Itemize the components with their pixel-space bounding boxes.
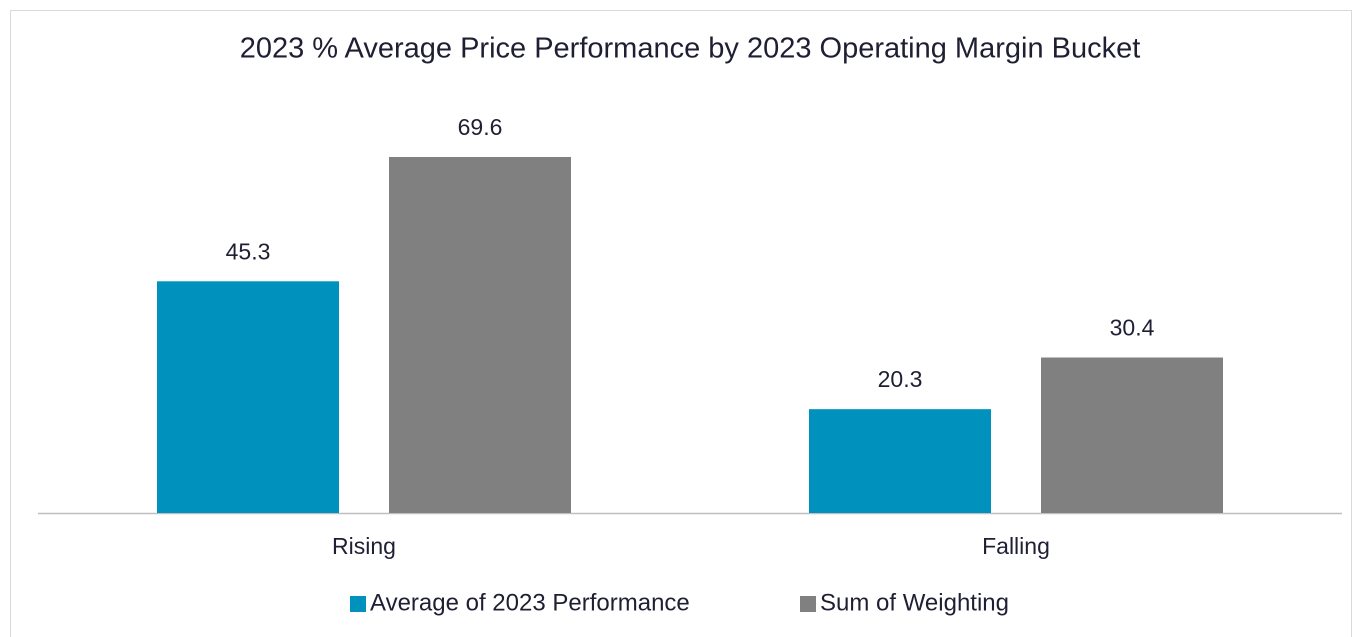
bar (809, 409, 991, 513)
x-tick-label: Rising (332, 533, 396, 559)
bar (389, 157, 571, 513)
data-label: 45.3 (226, 238, 271, 264)
legend-swatch (800, 596, 816, 612)
data-label: 30.4 (1110, 315, 1155, 341)
legend-label: Average of 2023 Performance (370, 589, 690, 616)
x-tick-label: Falling (982, 533, 1050, 559)
data-label: 20.3 (878, 366, 923, 392)
chart-title: 2023 % Average Price Performance by 2023… (240, 33, 1141, 65)
data-label: 69.6 (458, 114, 503, 140)
legend-swatch (350, 596, 366, 612)
legend-label: Sum of Weighting (820, 589, 1009, 616)
bar (1041, 357, 1223, 513)
bar (157, 281, 339, 513)
